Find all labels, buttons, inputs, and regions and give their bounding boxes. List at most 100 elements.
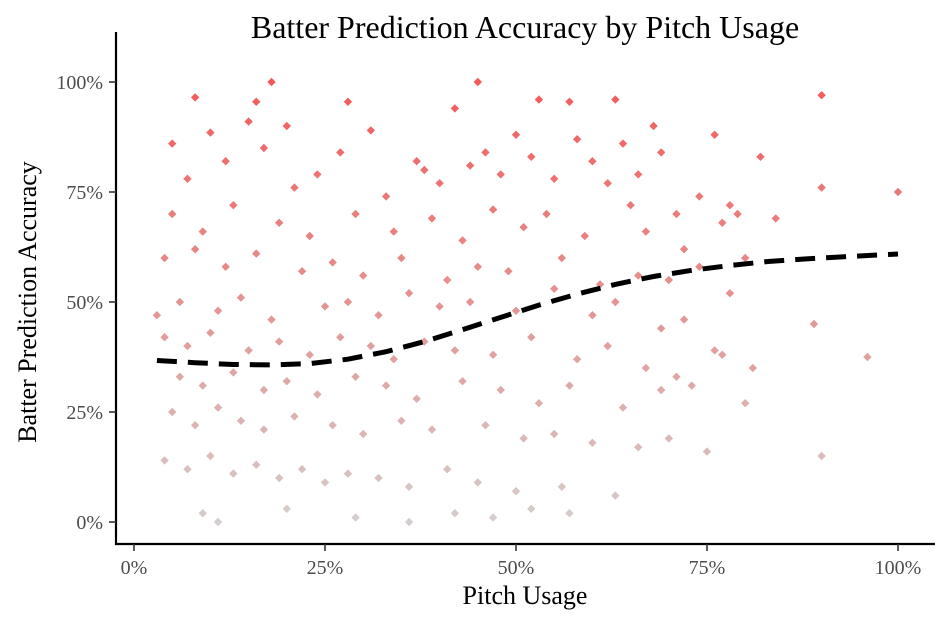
data-point	[336, 333, 345, 342]
data-point	[320, 478, 330, 487]
data-point	[336, 148, 345, 157]
data-point	[313, 170, 322, 179]
data-point	[695, 262, 704, 271]
data-point	[725, 289, 735, 298]
data-point	[259, 385, 269, 395]
data-point	[756, 152, 765, 161]
data-point	[634, 271, 643, 280]
data-point	[160, 253, 169, 263]
data-point	[213, 517, 223, 527]
data-point	[343, 297, 353, 307]
data-point	[404, 482, 414, 491]
data-point	[641, 363, 651, 373]
data-point	[641, 227, 651, 236]
data-point	[718, 350, 727, 359]
data-point	[565, 509, 574, 518]
data-point	[175, 297, 185, 307]
data-point	[534, 399, 544, 408]
data-point	[488, 513, 498, 522]
x-tick-label: 0%	[121, 557, 148, 579]
data-point	[656, 148, 666, 157]
data-point	[465, 161, 475, 170]
x-axis-title: Pitch Usage	[463, 581, 588, 610]
data-point	[320, 302, 330, 311]
data-point	[427, 425, 437, 434]
data-point	[397, 416, 406, 425]
data-point	[206, 128, 215, 137]
data-point	[274, 337, 284, 346]
x-axis-ticks: 0% 25% 50% 75% 100%	[121, 544, 922, 579]
y-tick-label: 100%	[56, 72, 103, 94]
y-tick-label: 0%	[76, 512, 103, 534]
data-point	[572, 135, 582, 144]
data-point	[190, 245, 200, 254]
data-point	[313, 390, 322, 399]
data-point	[297, 267, 307, 276]
data-point	[290, 412, 299, 421]
data-point	[359, 429, 368, 439]
data-point	[664, 434, 673, 443]
data-point	[817, 183, 826, 192]
data-point	[504, 267, 513, 276]
data-point	[412, 157, 421, 166]
data-point	[519, 223, 528, 232]
data-point	[412, 394, 421, 403]
data-point	[695, 192, 704, 201]
data-point	[282, 504, 291, 513]
data-point	[244, 117, 253, 126]
data-point	[305, 350, 314, 359]
data-point	[274, 218, 284, 227]
data-point	[656, 324, 666, 333]
data-point	[496, 385, 505, 395]
data-point	[611, 297, 620, 307]
data-point	[343, 469, 353, 478]
x-tick-label: 100%	[875, 557, 922, 579]
data-point	[183, 174, 192, 183]
data-point	[588, 157, 597, 166]
data-point	[343, 97, 353, 106]
data-point	[473, 478, 482, 487]
data-point	[236, 293, 246, 302]
data-point	[259, 143, 269, 153]
data-point	[496, 170, 505, 179]
y-axis-ticks: 0% 25% 50% 75% 100%	[56, 72, 116, 534]
data-point	[229, 201, 238, 210]
data-point	[473, 77, 482, 87]
y-tick-label: 50%	[66, 292, 103, 314]
data-point	[672, 372, 681, 381]
data-point	[236, 416, 246, 425]
data-point	[435, 302, 444, 311]
data-point	[305, 231, 314, 241]
data-point	[809, 319, 819, 329]
data-point	[741, 253, 750, 263]
data-point	[817, 451, 826, 461]
data-point	[198, 227, 207, 236]
data-point	[679, 245, 689, 254]
data-point	[221, 262, 230, 271]
data-point	[282, 377, 291, 386]
data-point	[259, 425, 269, 434]
data-point	[168, 209, 177, 219]
data-point	[588, 311, 597, 320]
data-point	[282, 121, 291, 131]
data-point	[817, 91, 826, 100]
data-point	[404, 517, 414, 527]
x-tick-label: 25%	[307, 557, 344, 579]
data-point	[565, 381, 574, 390]
data-point	[190, 93, 200, 102]
data-point	[267, 315, 276, 324]
data-point	[244, 346, 253, 355]
data-point	[542, 209, 551, 219]
y-tick-label: 75%	[66, 182, 103, 204]
data-point	[473, 262, 482, 271]
data-point	[634, 170, 643, 179]
data-point	[290, 183, 299, 192]
data-point	[710, 130, 719, 139]
data-point	[679, 315, 689, 324]
data-point	[366, 341, 376, 351]
data-point	[397, 253, 406, 263]
data-point	[435, 179, 444, 188]
data-point	[527, 333, 536, 342]
data-point	[511, 487, 521, 496]
data-point	[427, 214, 437, 223]
